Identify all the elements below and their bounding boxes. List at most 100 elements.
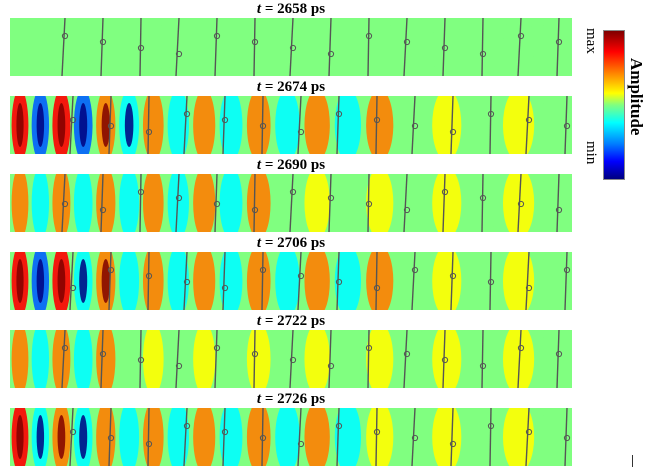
marker-line <box>61 174 66 232</box>
marker-dot <box>289 44 297 52</box>
marker-line <box>411 252 416 310</box>
wave-band <box>366 408 394 466</box>
wave-band <box>334 174 362 232</box>
wave-band <box>540 18 572 76</box>
marker-dot <box>403 206 411 214</box>
marker-dot <box>183 422 191 430</box>
marker-line <box>175 174 180 232</box>
wave-band <box>366 96 394 154</box>
marker-line <box>289 330 294 388</box>
wave-core <box>16 414 24 460</box>
colorbar-gradient <box>603 30 625 180</box>
marker-dot <box>221 428 229 436</box>
marker-line <box>525 96 530 154</box>
wave-band <box>432 252 462 310</box>
wave-band <box>142 252 164 310</box>
wave-band <box>219 18 243 76</box>
marker-dot <box>145 128 153 136</box>
marker-dot <box>137 188 145 196</box>
marker-dot <box>327 362 335 370</box>
wave-strip-1 <box>10 18 572 76</box>
wave-band <box>52 330 71 388</box>
wave-band <box>73 18 93 76</box>
colorbar-min-label: min <box>583 141 599 165</box>
marker-line <box>481 18 484 76</box>
marker-line <box>556 330 560 388</box>
wave-band <box>366 174 394 232</box>
wave-core <box>36 258 45 304</box>
marker-line <box>183 408 188 466</box>
marker-line <box>564 252 568 310</box>
marker-dot <box>403 350 411 358</box>
wave-band <box>540 252 572 310</box>
marker-line <box>69 408 74 466</box>
wave-band <box>119 408 140 466</box>
marker-line <box>100 18 104 76</box>
marker-dot <box>563 266 571 274</box>
marker-line <box>139 174 142 232</box>
wave-band <box>334 330 362 388</box>
marker-dot <box>137 356 145 364</box>
wave-band <box>96 330 116 388</box>
wave-band <box>432 408 462 466</box>
marker-dot <box>479 362 487 370</box>
wave-band <box>73 174 93 232</box>
marker-dot <box>213 344 221 352</box>
wave-band <box>193 330 216 388</box>
marker-line <box>336 96 340 154</box>
wave-band <box>193 174 216 232</box>
wave-band <box>119 174 140 232</box>
wave-band <box>304 174 330 232</box>
marker-dot <box>449 272 457 280</box>
panel-title-5: t = 2722 ps <box>256 313 326 329</box>
wave-band <box>540 408 572 466</box>
marker-line <box>222 408 226 466</box>
marker-line <box>214 330 218 388</box>
marker-dot <box>555 206 563 214</box>
marker-line <box>214 174 218 232</box>
wave-band <box>219 174 243 232</box>
wave-band <box>540 96 572 154</box>
wave-band <box>304 96 330 154</box>
marker-line <box>450 408 454 466</box>
wave-band <box>96 408 116 466</box>
wave-core <box>57 414 66 460</box>
marker-dot <box>107 266 115 274</box>
marker-line <box>297 408 302 466</box>
wave-core <box>16 102 24 148</box>
marker-dot <box>487 422 495 430</box>
wave-band <box>167 252 189 310</box>
colorbar: max min Amplitude <box>581 0 645 200</box>
marker-line <box>367 174 370 232</box>
marker-line <box>61 18 66 76</box>
marker-dot <box>449 128 457 136</box>
marker-line <box>336 408 340 466</box>
wave-band <box>73 330 93 388</box>
marker-dot <box>213 32 221 40</box>
marker-line <box>411 96 416 154</box>
wave-band <box>275 408 300 466</box>
marker-line <box>61 330 66 388</box>
wave-band <box>52 18 71 76</box>
marker-line <box>481 174 484 232</box>
wave-band <box>275 330 300 388</box>
marker-dot <box>107 434 115 442</box>
marker-line <box>556 174 560 232</box>
marker-dot <box>487 278 495 286</box>
marker-line <box>289 174 294 232</box>
wave-band <box>142 408 164 466</box>
wave-band <box>398 330 427 388</box>
wave-band <box>219 408 243 466</box>
wave-band <box>31 174 50 232</box>
wave-band <box>142 330 164 388</box>
marker-line <box>525 252 530 310</box>
marker-dot <box>69 428 77 436</box>
wave-band <box>304 18 330 76</box>
marker-dot <box>297 128 305 136</box>
marker-line <box>261 408 264 466</box>
marker-dot <box>137 44 145 52</box>
marker-line <box>261 96 264 154</box>
marker-line <box>489 96 492 154</box>
marker-line <box>517 330 522 388</box>
marker-line <box>367 330 370 388</box>
